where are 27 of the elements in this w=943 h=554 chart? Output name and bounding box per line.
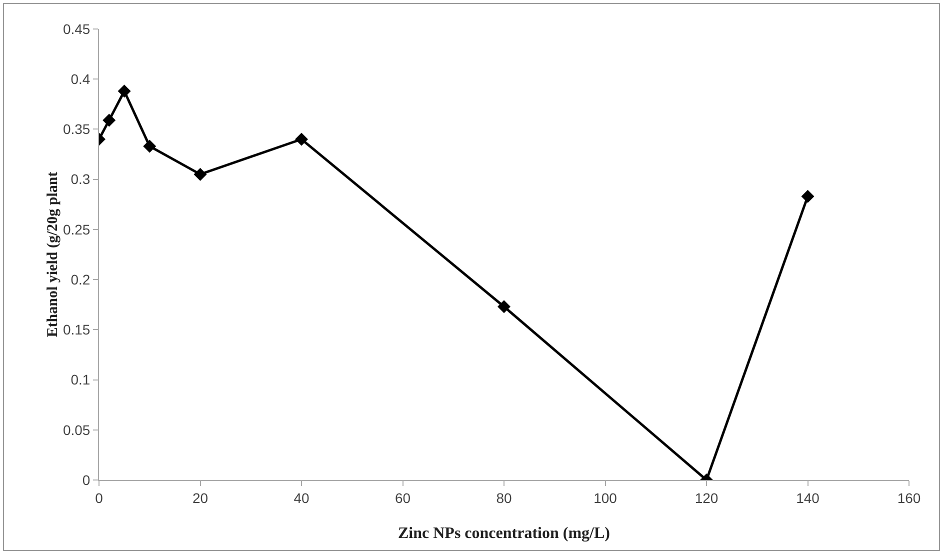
x-tick-label: 20 [192,490,208,506]
y-tick-label: 0.3 [70,171,90,188]
y-tick-label: 0 [82,472,90,488]
point [295,132,308,146]
y-tick-label: 0.15 [62,322,90,338]
point [102,114,116,127]
y-tick-label: 0.1 [70,372,90,388]
y-tick-label: 0.25 [62,221,90,238]
x-axis-title: Zinc NPs concentration (mg/L) [398,525,610,542]
x-tick-label: 160 [897,490,921,506]
x-tick-label: 40 [294,490,310,506]
y-tick-label: 0.35 [62,121,90,138]
y-tick-label: 0.4 [70,71,90,88]
x-tick-label: 80 [496,490,512,506]
y-tick-label: 0.2 [70,271,90,288]
x-tick-label: 140 [796,490,820,506]
point [801,190,814,203]
y-tick-label: 0.05 [62,422,90,438]
x-tick-label: 100 [594,490,618,506]
point [118,84,131,98]
x-tick-label: 60 [394,490,411,506]
point [143,140,156,153]
x-tick-label: 0 [95,490,104,506]
y-tick-label: 0.45 [62,20,90,37]
point [194,168,207,181]
y-axis-title: Ethanol yield (g/20g plant [44,172,61,338]
x-tick-label: 120 [694,490,718,506]
